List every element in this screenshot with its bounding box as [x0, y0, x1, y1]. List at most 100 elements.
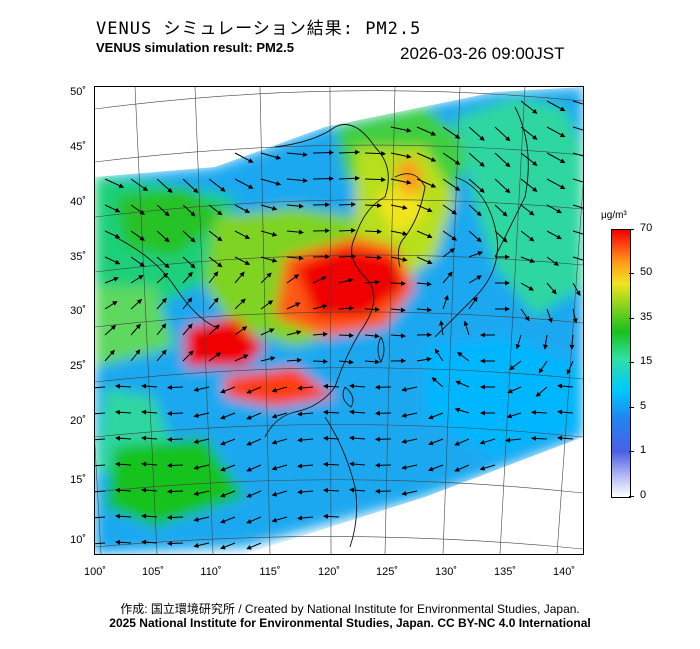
colorbar-tick-mark: [629, 451, 634, 452]
wind-arrow: [416, 356, 432, 362]
wind-arrow: [479, 464, 496, 471]
wind-arrow: [182, 204, 196, 217]
wind-arrow: [416, 281, 432, 287]
wind-arrow: [208, 297, 219, 310]
wind-arrow: [349, 383, 366, 389]
wind-arrow: [572, 178, 583, 183]
wind-arrow: [246, 464, 262, 472]
wind-arrow: [520, 308, 530, 322]
wind-arrow: [390, 256, 408, 262]
wind-arrow: [442, 152, 461, 165]
wind-arrow: [246, 542, 262, 550]
wind-arrow: [323, 409, 340, 415]
wind-arrow: [193, 490, 210, 496]
wind-arrow: [271, 438, 288, 445]
colorbar-tick-5: 5: [640, 400, 647, 412]
wind-arrow: [182, 323, 193, 336]
wind-arrow: [286, 178, 308, 184]
wind-arrow: [246, 386, 262, 394]
wind-arrow: [572, 126, 583, 131]
wind-arrow: [115, 539, 132, 545]
wind-arrow: [468, 230, 482, 243]
wind-arrow: [566, 360, 574, 375]
wind-arrow: [442, 271, 453, 284]
wind-arrow: [364, 333, 380, 339]
wind-arrow: [271, 412, 288, 419]
wind-arrow: [156, 230, 170, 243]
colorbar: [611, 229, 631, 498]
wind-arrow: [509, 360, 522, 371]
wind-arrow: [104, 324, 117, 336]
wind-arrow: [115, 513, 132, 519]
wind-arrow: [468, 126, 485, 141]
wind-arrow: [286, 274, 300, 284]
wind-arrow: [572, 282, 581, 297]
wind-arrow: [468, 251, 484, 258]
wind-arrow: [297, 515, 314, 521]
wind-arrow: [260, 356, 276, 362]
wind-arrow: [286, 357, 302, 363]
forecast-timestamp: 2026-03-26 09:00JST: [400, 44, 565, 63]
wind-arrow: [234, 204, 251, 213]
wind-arrow: [390, 152, 412, 159]
wind-arrow: [349, 487, 366, 493]
wind-arrow: [193, 542, 210, 548]
wind-arrow: [297, 437, 314, 443]
wind-arrow: [286, 229, 304, 235]
wind-arrow: [338, 253, 356, 259]
lon-tick-115: 115˚: [259, 566, 281, 578]
wind-arrow: [455, 380, 470, 388]
wind-arrow: [167, 540, 184, 546]
wind-arrow: [535, 386, 548, 397]
colorbar-tick-mark: [629, 362, 634, 363]
wind-arrow: [167, 384, 184, 390]
wind-arrow: [506, 412, 522, 419]
wind-arrow: [234, 326, 248, 336]
wind-arrow: [338, 305, 354, 311]
wind-arrow: [156, 272, 169, 284]
wind-arrow: [557, 435, 574, 441]
wind-arrow: [428, 412, 444, 420]
wind-arrow: [364, 177, 386, 183]
lat-tick-40: 40˚: [70, 196, 86, 208]
colorbar-unit: μg/m³: [601, 210, 627, 221]
wind-arrow: [234, 178, 254, 189]
wind-arrow: [193, 516, 210, 522]
wind-arrow: [463, 320, 470, 336]
wind-arrow: [156, 204, 170, 217]
wind-arrow: [104, 204, 121, 213]
wind-vectors: [95, 100, 583, 550]
wind-arrow: [416, 256, 433, 265]
wind-arrow: [104, 230, 121, 239]
wind-arrow: [141, 435, 158, 441]
wind-arrow: [323, 461, 340, 467]
pm25-map: [94, 86, 584, 555]
wind-arrow: [572, 100, 583, 105]
wind-arrow: [286, 203, 304, 209]
wind-arrow: [208, 271, 219, 284]
wind-arrow: [234, 152, 254, 163]
wind-arrow: [457, 351, 470, 362]
wind-arrow: [390, 126, 412, 133]
wind-arrow: [141, 487, 158, 493]
wind-arrow: [442, 248, 456, 258]
wind-arrow: [442, 204, 458, 215]
wind-arrow: [520, 256, 536, 263]
wind-arrow: [193, 412, 210, 418]
wind-arrow: [557, 383, 574, 389]
wind-arrow: [208, 352, 222, 362]
wind-arrow: [220, 490, 236, 498]
wind-arrow: [156, 178, 173, 193]
wind-arrow: [416, 178, 437, 188]
wind-arrow: [520, 204, 535, 216]
map-title-english: VENUS simulation result: PM2.5: [96, 40, 294, 55]
wind-arrow: [442, 294, 449, 310]
wind-arrow: [364, 229, 382, 235]
wind-arrow: [442, 178, 461, 191]
wind-arrow: [494, 204, 508, 217]
wind-arrow: [130, 178, 149, 192]
wind-arrow: [468, 152, 485, 167]
wind-arrow: [557, 409, 574, 415]
wind-arrow: [390, 280, 406, 286]
wind-arrow: [234, 256, 251, 265]
